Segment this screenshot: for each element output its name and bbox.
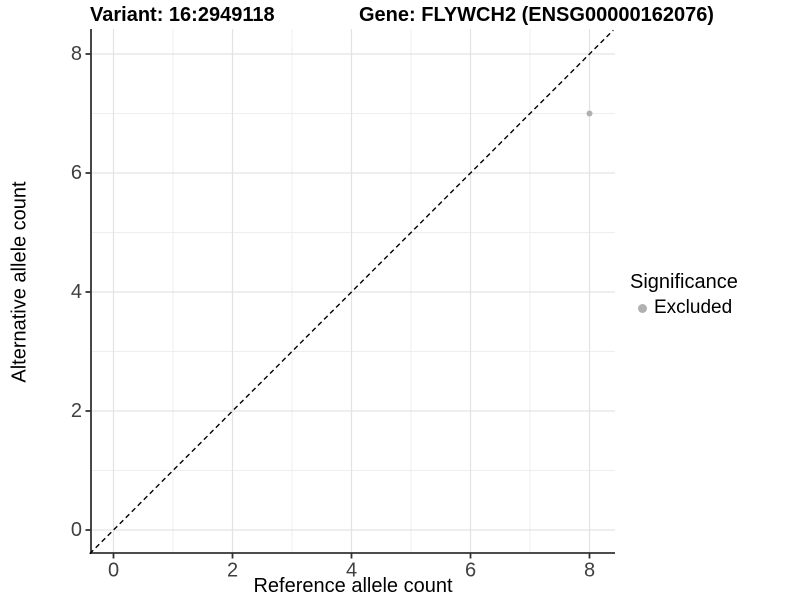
tick-marks bbox=[85, 53, 591, 559]
identity-line bbox=[89, 29, 614, 555]
x-axis-title: Reference allele count bbox=[253, 575, 453, 597]
svg-text:8: 8 bbox=[71, 43, 82, 65]
legend: Significance Excluded bbox=[630, 271, 738, 319]
svg-text:0: 0 bbox=[108, 560, 119, 582]
legend-point-icon bbox=[638, 303, 647, 313]
data-points bbox=[586, 110, 593, 117]
data-point bbox=[586, 110, 593, 117]
legend-item-label: Excluded bbox=[654, 297, 733, 318]
gene-title: Gene: FLYWCH2 (ENSG00000162076) bbox=[359, 4, 714, 26]
legend-item-excluded: Excluded bbox=[630, 297, 738, 319]
variant-title: Variant: 16:2949118 bbox=[90, 4, 275, 26]
x-tick-labels: 0 2 4 6 8 bbox=[108, 560, 595, 582]
y-tick-labels: 0 2 4 6 8 bbox=[71, 43, 82, 541]
svg-text:6: 6 bbox=[71, 162, 82, 184]
svg-text:6: 6 bbox=[465, 560, 476, 582]
y-axis-title: Alternative allele count bbox=[8, 181, 31, 383]
svg-text:4: 4 bbox=[346, 560, 357, 582]
svg-text:0: 0 bbox=[71, 519, 82, 541]
svg-text:2: 2 bbox=[227, 560, 238, 582]
gridlines-minor bbox=[91, 29, 615, 553]
gridlines-major bbox=[91, 29, 615, 553]
svg-text:8: 8 bbox=[584, 560, 595, 582]
legend-title: Significance bbox=[630, 271, 738, 293]
svg-text:2: 2 bbox=[71, 400, 82, 422]
svg-text:4: 4 bbox=[71, 281, 82, 303]
